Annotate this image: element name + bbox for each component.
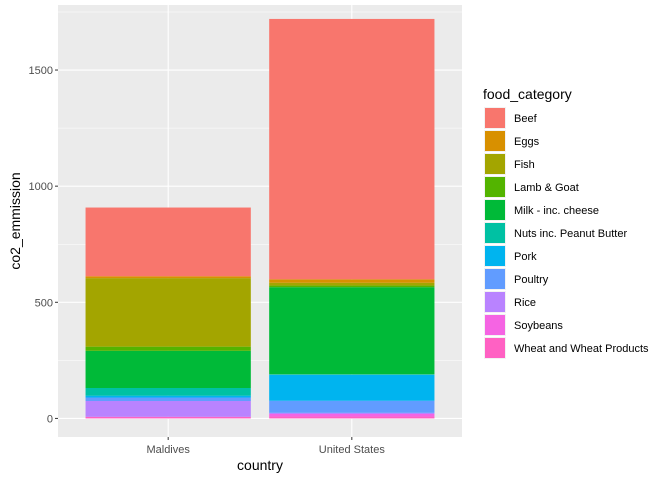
legend-label: Milk - inc. cheese bbox=[514, 205, 599, 217]
bar-segment bbox=[85, 416, 251, 419]
legend-swatch bbox=[485, 338, 505, 358]
bar-segment bbox=[269, 414, 435, 417]
legend-label: Nuts inc. Peanut Butter bbox=[514, 228, 627, 240]
legend-swatch bbox=[485, 315, 505, 335]
x-tick-label: United States bbox=[319, 444, 386, 456]
bar-segment bbox=[85, 276, 251, 279]
bar-segment bbox=[269, 18, 435, 280]
bar-segment bbox=[85, 387, 251, 396]
bar-segment bbox=[269, 282, 435, 286]
bar-segment bbox=[85, 401, 251, 417]
y-tick-label: 1000 bbox=[29, 181, 53, 193]
legend-label: Lamb & Goat bbox=[514, 182, 579, 194]
legend-swatch bbox=[485, 200, 505, 220]
y-tick-label: 0 bbox=[47, 413, 53, 425]
bars-layer bbox=[85, 18, 435, 419]
bar-segment bbox=[85, 278, 251, 347]
legend-title: food_category bbox=[483, 86, 572, 102]
bar-segment bbox=[85, 395, 251, 398]
bar-segment bbox=[269, 287, 435, 375]
legend-swatch bbox=[485, 223, 505, 243]
legend-label: Poultry bbox=[514, 274, 549, 286]
y-axis-ticks: 0 500 1000 1500 bbox=[29, 65, 58, 425]
bar-segment bbox=[269, 412, 435, 415]
x-tick-label: Maldives bbox=[146, 444, 190, 456]
bar-segment bbox=[269, 285, 435, 288]
legend-swatch bbox=[485, 108, 505, 128]
legend-label: Pork bbox=[514, 251, 537, 263]
legend-swatch bbox=[485, 131, 505, 151]
x-axis-ticks: Maldives United States bbox=[146, 437, 385, 456]
y-tick-label: 1500 bbox=[29, 65, 53, 77]
legend-swatch bbox=[485, 154, 505, 174]
legend: food_category Beef Eggs Fish Lamb & Goat Mil… bbox=[483, 86, 649, 359]
legend-swatch bbox=[485, 292, 505, 312]
bar-segment bbox=[269, 279, 435, 283]
bar-segment bbox=[269, 416, 435, 419]
legend-swatch bbox=[485, 246, 505, 266]
legend-label: Soybeans bbox=[514, 320, 563, 332]
y-axis-title: co2_emmission bbox=[7, 172, 23, 269]
bar-segment bbox=[85, 207, 251, 277]
legend-label: Eggs bbox=[514, 136, 540, 148]
y-tick-label: 500 bbox=[35, 297, 53, 309]
bar-segment bbox=[85, 346, 251, 351]
legend-label: Beef bbox=[514, 113, 538, 125]
legend-label: Fish bbox=[514, 159, 535, 171]
legend-swatch bbox=[485, 177, 505, 197]
legend-swatch bbox=[485, 269, 505, 289]
bar-segment bbox=[269, 374, 435, 401]
bar-segment bbox=[85, 397, 251, 401]
bar-segment bbox=[269, 400, 435, 413]
bar-segment bbox=[85, 350, 251, 388]
legend-label: Rice bbox=[514, 297, 536, 309]
x-axis-title: country bbox=[237, 457, 283, 473]
legend-label: Wheat and Wheat Products bbox=[514, 343, 649, 355]
